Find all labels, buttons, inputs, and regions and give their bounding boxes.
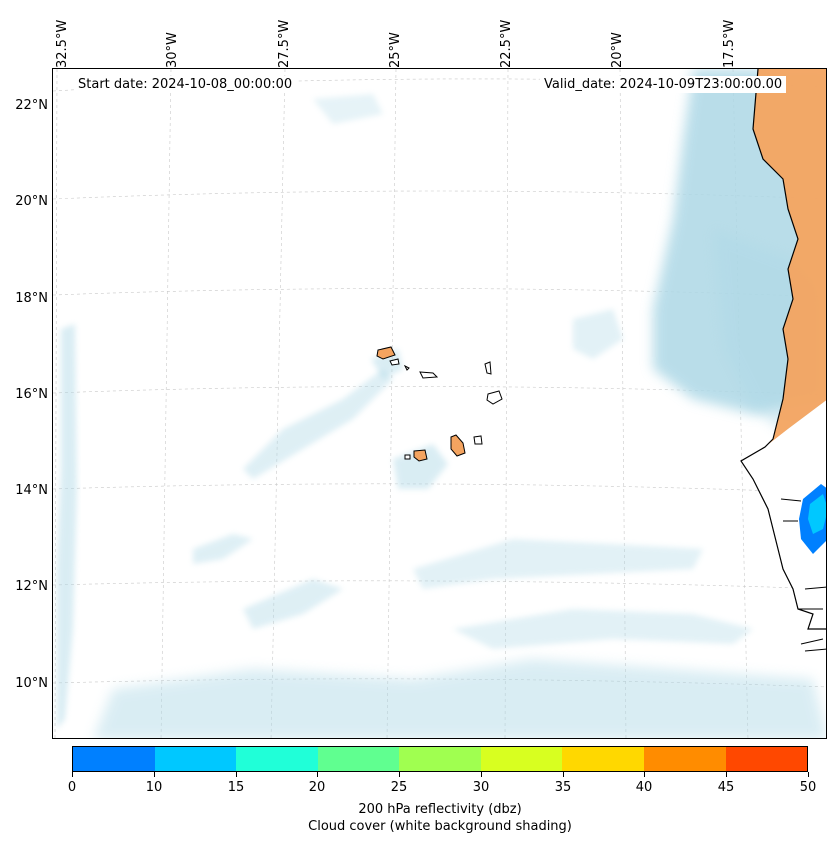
colorbar-tick (644, 772, 645, 777)
reflectivity-echo (799, 484, 826, 554)
colorbar-title: 200 hPa reflectivity (dbz) (358, 802, 522, 817)
start-date-label: Start date: 2024-10-08_00:00:00 (74, 76, 297, 93)
lat-label-10N: 10°N (15, 676, 48, 691)
lat-label-14N: 14°N (15, 483, 48, 498)
colorbar-segment (643, 747, 726, 771)
colorbar-tick (72, 772, 73, 777)
colorbar-tick (481, 772, 482, 777)
colorbar-segment (562, 747, 644, 771)
lon-label-17.5W: 17.5°W (722, 19, 737, 68)
map-frame (52, 68, 827, 739)
cloud-streak-4 (413, 539, 703, 589)
colorbar-tick-label: 0 (67, 780, 77, 795)
coastline-gambia (780, 498, 826, 652)
cloud-streak-2 (193, 534, 253, 564)
lon-label-27.5W: 27.5°W (277, 19, 292, 68)
colorbar-tick-label: 35 (554, 780, 572, 795)
colorbar-tick (808, 772, 809, 777)
colorbar-segment (480, 747, 563, 771)
colorbar-tick (726, 772, 727, 777)
colorbar-tick (563, 772, 564, 777)
lat-label-20N: 20°N (15, 194, 48, 209)
cloud-cover (57, 69, 826, 738)
lat-label-18N: 18°N (15, 291, 48, 306)
cloud-streak-west (57, 324, 77, 729)
colorbar-segment (399, 747, 481, 771)
map-canvas (53, 69, 826, 738)
lat-label-12N: 12°N (15, 579, 48, 594)
lat-label-22N: 22°N (15, 98, 48, 113)
valid-date-label: Valid_date: 2024-10-09T23:00:00.00 (540, 76, 787, 93)
colorbar-tick-label: 10 (145, 780, 163, 795)
cloud-streak-3 (243, 579, 343, 629)
lon-label-20W: 20°W (610, 32, 625, 68)
lat-label-16N: 16°N (15, 387, 48, 402)
coastline-africa (740, 69, 826, 630)
cloud-streak-5 (453, 609, 753, 649)
colorbar-segment (317, 747, 400, 771)
land-africa-south (741, 400, 826, 629)
colorbar-segment (154, 747, 237, 771)
lon-label-32.5W: 32.5°W (55, 19, 70, 68)
cloud-patch-mid (573, 309, 623, 359)
colorbar-segment (725, 747, 808, 771)
colorbar-tick-label: 30 (472, 780, 490, 795)
colorbar-tick (317, 772, 318, 777)
cloud-patch-top-center (313, 94, 383, 124)
colorbar-segment (73, 747, 155, 771)
cloud-band-south (93, 659, 826, 738)
colorbar-tick-label: 25 (390, 780, 408, 795)
colorbar-subtitle: Cloud cover (white background shading) (308, 819, 572, 834)
colorbar-tick-label: 50 (799, 780, 817, 795)
colorbar-segment (236, 747, 318, 771)
colorbar (72, 746, 808, 772)
lon-label-30W: 30°W (165, 32, 180, 68)
colorbar-tick-label: 45 (717, 780, 735, 795)
cape-verde-islands (376, 346, 503, 462)
colorbar-tick-label: 20 (308, 780, 326, 795)
lon-label-25W: 25°W (388, 32, 403, 68)
lon-label-22.5W: 22.5°W (499, 19, 514, 68)
land-africa-north (753, 69, 826, 447)
colorbar-tick (399, 772, 400, 777)
colorbar-tick-label: 15 (227, 780, 245, 795)
colorbar-tick-label: 40 (635, 780, 653, 795)
colorbar-tick (154, 772, 155, 777)
cloud-streak-1 (243, 369, 393, 479)
colorbar-tick (236, 772, 237, 777)
